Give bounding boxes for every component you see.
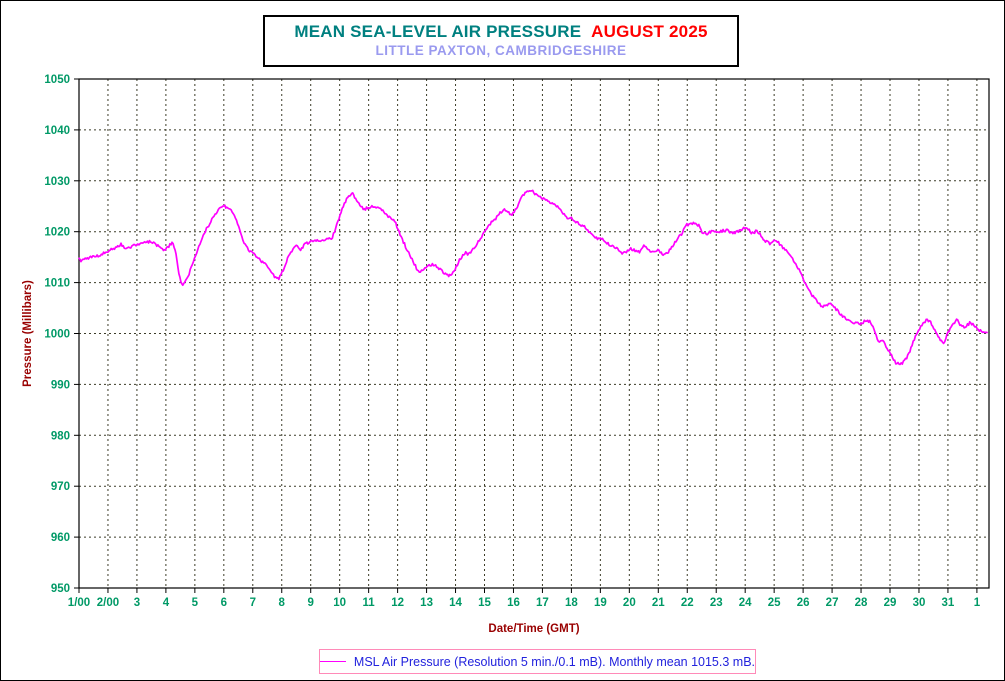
x-tick-label: 30 <box>913 597 926 609</box>
y-tick-label: 1030 <box>44 176 70 188</box>
x-tick-label: 22 <box>681 597 694 609</box>
y-tick-label: 990 <box>51 379 70 391</box>
x-tick-label: 13 <box>420 597 433 609</box>
x-axis-title: Date/Time (GMT) <box>488 623 579 635</box>
y-tick-label: 1020 <box>44 227 70 239</box>
legend: MSL Air Pressure (Resolution 5 min./0.1 … <box>319 649 756 674</box>
x-tick-label: 25 <box>768 597 781 609</box>
x-tick-label: 5 <box>192 597 199 609</box>
x-tick-label: 3 <box>134 597 140 609</box>
pressure-series-line <box>78 189 988 366</box>
title-spacer <box>581 22 591 41</box>
y-tick-label: 1050 <box>44 74 70 86</box>
y-tick-label: 960 <box>51 532 70 544</box>
x-tick-label: 23 <box>710 597 723 609</box>
x-tick-label: 20 <box>623 597 636 609</box>
x-tick-label: 17 <box>536 597 549 609</box>
y-tick-label: 1010 <box>44 278 70 290</box>
x-tick-label: 15 <box>478 597 491 609</box>
x-tick-label: 18 <box>565 597 578 609</box>
y-tick-label: 1040 <box>44 125 70 137</box>
y-tick-label: 950 <box>51 583 70 595</box>
x-tick-label: 7 <box>250 597 256 609</box>
y-axis-title: Pressure (Millibars) <box>22 280 34 387</box>
x-tick-label: 28 <box>855 597 868 609</box>
chart-subtitle: LITTLE PAXTON, CAMBRIDGESHIRE <box>375 43 627 58</box>
x-tick-label: 6 <box>221 597 227 609</box>
chart-title-row: MEAN SEA-LEVEL AIR PRESSURE AUGUST 2025 <box>265 22 737 42</box>
x-tick-label: 10 <box>333 597 346 609</box>
x-tick-label: 27 <box>826 597 839 609</box>
chart-title-month: AUGUST 2025 <box>591 22 708 41</box>
chart-title-box: MEAN SEA-LEVEL AIR PRESSURE AUGUST 2025 … <box>263 15 739 67</box>
x-tick-label: 2/00 <box>97 597 119 609</box>
chart-title: MEAN SEA-LEVEL AIR PRESSURE <box>294 22 582 41</box>
y-tick-label: 970 <box>51 481 70 493</box>
x-tick-label: 12 <box>391 597 404 609</box>
x-tick-label: 21 <box>652 597 665 609</box>
x-tick-label: 11 <box>363 597 376 609</box>
x-tick-label: 9 <box>308 597 314 609</box>
x-tick-label: 4 <box>163 597 170 609</box>
x-tick-label: 29 <box>884 597 897 609</box>
x-tick-label: 26 <box>797 597 810 609</box>
x-tick-label: 1 <box>974 597 981 609</box>
x-tick-label: 31 <box>942 597 955 609</box>
y-tick-label: 1000 <box>44 329 70 341</box>
legend-line-sample <box>320 661 346 662</box>
x-tick-label: 19 <box>594 597 607 609</box>
x-tick-label: 8 <box>279 597 286 609</box>
y-tick-label: 980 <box>51 430 70 442</box>
x-tick-label: 16 <box>507 597 520 609</box>
x-tick-label: 1/00 <box>68 597 90 609</box>
x-tick-label: 24 <box>739 597 752 609</box>
legend-label: MSL Air Pressure (Resolution 5 min./0.1 … <box>353 654 755 669</box>
x-tick-label: 14 <box>449 597 462 609</box>
